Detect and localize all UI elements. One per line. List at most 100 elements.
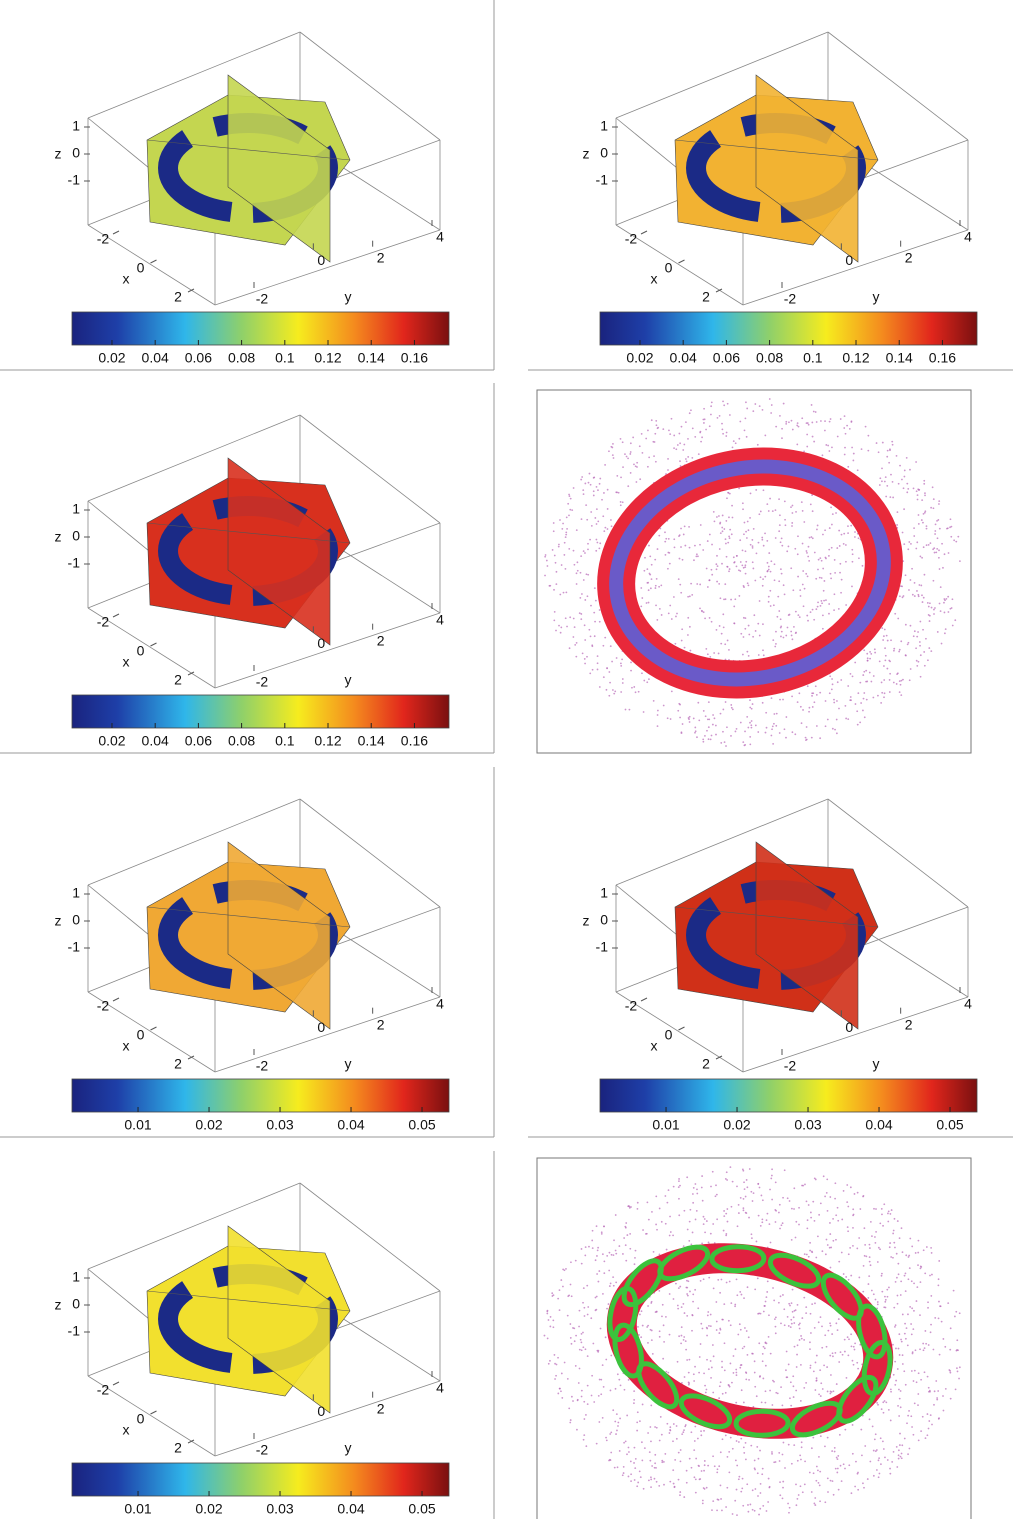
cloud-point xyxy=(751,720,753,722)
cloud-point xyxy=(733,1355,735,1357)
cloud-point xyxy=(951,607,953,609)
cloud-point xyxy=(710,1314,712,1316)
cloud-point xyxy=(907,1415,909,1417)
cloud-point xyxy=(761,539,763,541)
cloud-point xyxy=(772,639,774,641)
cloud-point xyxy=(838,708,840,710)
cloud-point xyxy=(678,1452,680,1454)
cloud-point xyxy=(769,1223,771,1225)
cloud-point xyxy=(858,537,860,539)
cloud-point xyxy=(745,417,747,419)
cloud-point xyxy=(919,621,921,623)
cloud-point xyxy=(778,530,780,532)
cloud-point xyxy=(847,718,849,720)
cloud-point xyxy=(809,707,811,709)
cloud-point xyxy=(803,1297,805,1299)
cloud-point xyxy=(791,1302,793,1304)
cloud-point xyxy=(833,702,835,704)
cloud-point xyxy=(755,489,757,491)
cloud-point xyxy=(824,529,826,531)
cloud-point xyxy=(757,1277,759,1279)
cloud-point xyxy=(740,633,742,635)
cloud-point xyxy=(610,1452,612,1454)
cloud-point xyxy=(877,1303,879,1305)
cloud-point xyxy=(554,1363,556,1365)
cloud-point xyxy=(570,1261,572,1263)
cloud-point xyxy=(648,589,650,591)
cloud-point xyxy=(707,586,709,588)
cloud-point xyxy=(925,1437,927,1439)
cloud-point xyxy=(888,1409,890,1411)
cloud-point xyxy=(811,1303,813,1305)
cloud-point xyxy=(716,1329,718,1331)
cloud-point xyxy=(615,1214,617,1216)
cloud-point xyxy=(952,625,954,627)
z-tick-label: 1 xyxy=(72,885,80,901)
colorbar-tick-label: 0.04 xyxy=(670,350,697,366)
cloud-point xyxy=(889,660,891,662)
cloud-point xyxy=(801,1185,803,1187)
panel: z10-1x-202y-20240.020.040.060.080.10.120… xyxy=(0,0,494,370)
cloud-point xyxy=(924,494,926,496)
cloud-point xyxy=(828,555,830,557)
cloud-point xyxy=(892,497,894,499)
cloud-point xyxy=(916,541,918,543)
cloud-point xyxy=(852,460,854,462)
y-tick-label: 2 xyxy=(905,1016,913,1032)
cloud-point xyxy=(596,542,598,544)
cloud-point xyxy=(900,684,902,686)
cloud-point xyxy=(579,612,581,614)
x-tick-label: 0 xyxy=(665,260,673,276)
cloud-point xyxy=(553,619,555,621)
cloud-point xyxy=(766,540,768,542)
cloud-point xyxy=(603,530,605,532)
cloud-point xyxy=(635,481,637,483)
z-axis-label: z xyxy=(55,913,62,929)
cloud-point xyxy=(817,606,819,608)
cloud-point xyxy=(873,1450,875,1452)
cloud-point xyxy=(884,1400,886,1402)
cloud-point xyxy=(694,436,696,438)
cloud-point xyxy=(740,722,742,724)
cloud-point xyxy=(769,590,771,592)
cloud-point xyxy=(633,686,635,688)
cloud-point xyxy=(881,627,883,629)
cloud-point xyxy=(883,665,885,667)
cloud-point xyxy=(553,589,555,591)
cloud-point xyxy=(817,601,819,603)
cloud-point xyxy=(805,739,807,741)
cloud-point xyxy=(775,1332,777,1334)
cloud-point xyxy=(828,450,830,452)
cloud-point xyxy=(654,1454,656,1456)
cloud-point xyxy=(718,1465,720,1467)
cloud-point xyxy=(838,1318,840,1320)
cloud-point xyxy=(846,1201,848,1203)
cloud-point xyxy=(762,1360,764,1362)
cloud-point xyxy=(775,1326,777,1328)
cloud-point xyxy=(844,1339,846,1341)
cloud-point xyxy=(780,1295,782,1297)
cloud-point xyxy=(782,1497,784,1499)
cloud-point xyxy=(858,1277,860,1279)
cloud-point xyxy=(599,483,601,485)
cloud-point xyxy=(546,1313,548,1315)
cloud-point xyxy=(736,1489,738,1491)
cloud-point xyxy=(730,704,732,706)
cloud-point xyxy=(665,538,667,540)
cloud-point xyxy=(703,1470,705,1472)
cloud-point xyxy=(835,1214,837,1216)
cloud-point xyxy=(835,1239,837,1241)
cloud-point xyxy=(679,442,681,444)
cloud-point xyxy=(689,721,691,723)
cloud-point xyxy=(558,625,560,627)
cloud-point xyxy=(782,699,784,701)
cloud-point xyxy=(758,542,760,544)
cloud-point xyxy=(771,1168,773,1170)
cloud-point xyxy=(713,1355,715,1357)
cloud-point xyxy=(610,1355,612,1357)
cloud-point xyxy=(766,727,768,729)
cloud-point xyxy=(798,1494,800,1496)
cloud-point xyxy=(913,1434,915,1436)
cloud-point xyxy=(667,717,669,719)
cloud-point xyxy=(707,1465,709,1467)
